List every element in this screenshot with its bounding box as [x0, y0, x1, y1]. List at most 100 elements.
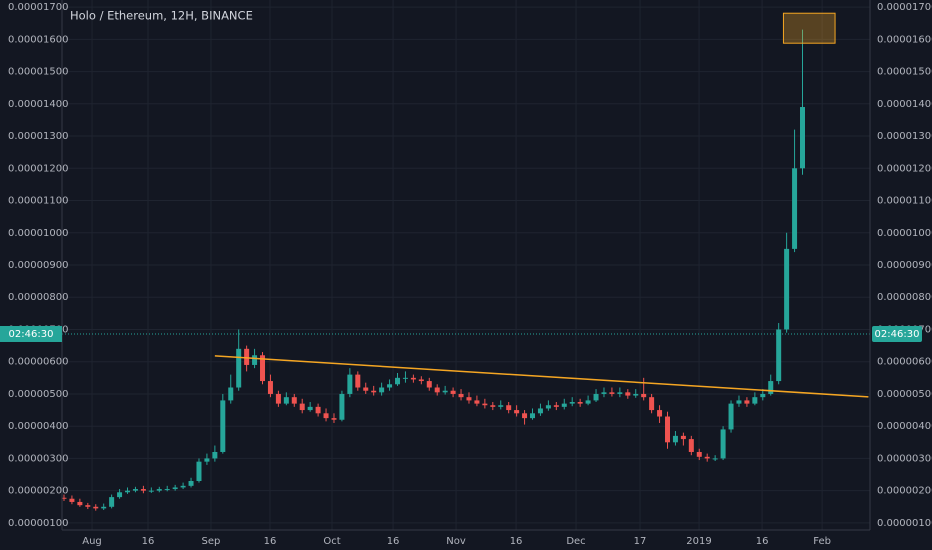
candle-body — [680, 435, 686, 440]
x-tick-label: Aug — [82, 536, 102, 547]
y-tick-label: 0.00000500 — [8, 389, 68, 400]
y-tick-label-right: 0.00000500 — [877, 389, 932, 400]
candle-body — [125, 490, 131, 493]
y-tick-label-right: 0.00000400 — [877, 421, 932, 432]
candle-body — [347, 374, 353, 394]
candle-body — [601, 392, 607, 394]
candle-body — [776, 329, 782, 382]
x-tick-label: Oct — [323, 536, 340, 547]
trendline — [214, 355, 869, 398]
candle-body — [172, 487, 178, 490]
candle-body — [434, 387, 440, 393]
candle-body — [728, 403, 734, 430]
chart-title: Holo / Ethereum, 12H, BINANCE — [70, 9, 253, 23]
x-tick-label: 17 — [634, 536, 647, 547]
candle-body — [387, 384, 393, 388]
candle-body — [720, 429, 726, 459]
candle-body — [315, 406, 321, 414]
candle-body — [744, 400, 750, 404]
candle-body — [474, 400, 480, 404]
candle-body — [752, 397, 758, 404]
candle-body — [267, 381, 273, 394]
candle-body — [244, 348, 250, 365]
y-tick-label: 0.00001600 — [8, 34, 68, 45]
candle-body — [164, 489, 170, 491]
candle-body — [545, 405, 551, 409]
candle-body — [69, 498, 75, 502]
y-tick-label: 0.00000300 — [8, 453, 68, 464]
candle-body — [418, 379, 424, 382]
y-tick-label-right: 0.00001600 — [877, 34, 932, 45]
candle-body — [228, 387, 234, 401]
y-tick-label-right: 0.00001500 — [877, 67, 932, 78]
countdown-box — [0, 325, 62, 342]
candle-body — [768, 381, 774, 394]
y-tick-label-right: 0.00000600 — [877, 357, 932, 368]
candle-body — [93, 506, 99, 509]
candle-body — [514, 410, 520, 414]
y-tick-label: 0.00000400 — [8, 421, 68, 432]
candle-body — [561, 403, 567, 407]
y-tick-label: 0.00000800 — [8, 292, 68, 303]
y-tick-label: 0.00001500 — [8, 67, 68, 78]
y-tick-label-right: 0.00001400 — [877, 99, 932, 110]
y-tick-label: 0.00000100 — [8, 518, 68, 529]
candle-body — [506, 405, 512, 411]
y-tick-label-right: 0.00001200 — [877, 163, 932, 174]
candle-body — [109, 497, 115, 507]
candle-body — [299, 403, 305, 411]
x-tick-label: 16 — [264, 536, 277, 547]
y-tick-label: 0.00001100 — [8, 196, 68, 207]
candle-body — [609, 392, 615, 394]
candle-body — [156, 489, 162, 491]
candle-body — [85, 505, 91, 507]
candle-body — [188, 480, 194, 486]
candle-body — [800, 107, 806, 169]
candle-body — [792, 168, 798, 249]
candle-body — [641, 393, 647, 398]
candle-body — [196, 461, 202, 481]
y-tick-label: 0.00001300 — [8, 131, 68, 142]
candle-body — [736, 400, 742, 404]
candle-body — [204, 458, 210, 462]
x-tick-label: 16 — [387, 536, 400, 547]
candle-body — [585, 400, 591, 404]
candle-body — [450, 390, 456, 394]
candle-body — [569, 402, 575, 404]
candle-body — [466, 397, 472, 401]
grid — [62, 0, 870, 530]
candle-body — [148, 490, 154, 492]
candle-body — [101, 506, 107, 509]
candle-body — [291, 397, 297, 404]
x-tick-label: Dec — [566, 536, 585, 547]
candle-body — [617, 392, 623, 394]
axes — [61, 0, 871, 531]
y-tick-label-right: 0.00000300 — [877, 453, 932, 464]
x-tick-label: Nov — [446, 536, 466, 547]
marks — [61, 12, 870, 511]
candle-body — [458, 393, 464, 398]
candle-body — [633, 393, 639, 396]
x-tick-label: 16 — [142, 536, 155, 547]
candle-body — [395, 377, 401, 385]
highlight-box — [782, 12, 836, 44]
candle-body — [760, 393, 766, 398]
candle-body — [688, 439, 694, 452]
y-tick-label-right: 0.00000200 — [877, 486, 932, 497]
y-tick-label-right: 0.00001000 — [877, 228, 932, 239]
candle-body — [61, 497, 67, 499]
candle-body — [140, 489, 146, 491]
candle-body — [490, 405, 496, 407]
candle-body — [696, 451, 702, 457]
candle-body — [672, 435, 678, 443]
y-tick-label: 0.00001000 — [8, 228, 68, 239]
candle-body — [537, 408, 543, 414]
candle-body — [355, 374, 361, 388]
y-tick-label-right: 0.00000800 — [877, 292, 932, 303]
x-tick-label: Sep — [202, 536, 221, 547]
y-tick-label: 0.00000200 — [8, 486, 68, 497]
candle-body — [665, 416, 671, 443]
candle-body — [784, 248, 790, 330]
candle-body — [379, 387, 385, 393]
candle-body — [236, 348, 242, 388]
